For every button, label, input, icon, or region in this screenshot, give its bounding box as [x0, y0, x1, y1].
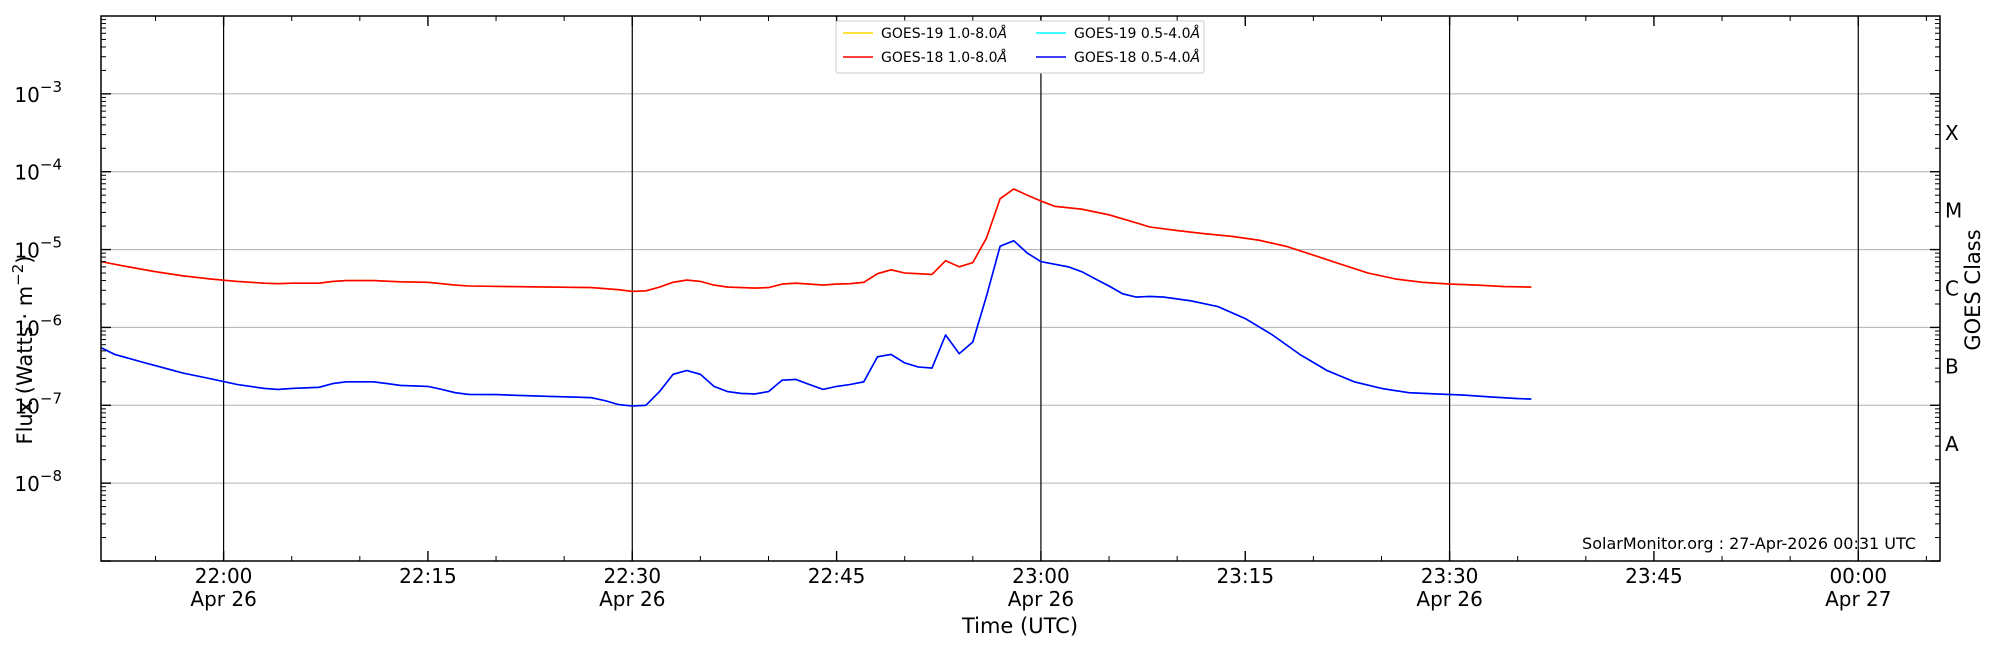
- x-tick-label: 22:30: [603, 564, 661, 588]
- x-tick-label: 22:45: [808, 564, 866, 588]
- x-tick-date-label: Apr 26: [190, 587, 256, 611]
- x-tick-label: 22:15: [399, 564, 457, 588]
- legend-label: GOES-19 1.0-8.0Å: [881, 25, 1007, 42]
- plot-frame: [100, 15, 1941, 562]
- x-tick-date-label: Apr 26: [1416, 587, 1482, 611]
- series-lines: [100, 188, 1532, 407]
- goes-class-label: C: [1945, 277, 1959, 301]
- x-tick-label: 23:00: [1012, 564, 1070, 588]
- legend: GOES-19 1.0-8.0Å GOES-18 1.0-8.0Å GOES-19 …: [835, 20, 1205, 74]
- grid-lines: [101, 93, 1940, 484]
- goes-class-axis-title: GOES Class: [1961, 229, 1985, 350]
- goes-class-label: X: [1945, 121, 1959, 145]
- legend-label: GOES-18 1.0-8.0Å: [881, 49, 1007, 66]
- x-tick-label: 23:30: [1421, 564, 1479, 588]
- x-tick-label: 23:15: [1216, 564, 1274, 588]
- series-line-3: [100, 239, 1532, 407]
- y-tick-label: 10−3: [14, 78, 62, 107]
- x-tick-date-label: Apr 27: [1825, 587, 1891, 611]
- legend-label: GOES-18 0.5-4.0Å: [1074, 49, 1200, 66]
- x-tick-date-label: Apr 26: [1008, 587, 1074, 611]
- watermark-text: SolarMonitor.org : 27-Apr-2026 00:31 UTC: [1582, 534, 1916, 553]
- goes-class-label: B: [1945, 354, 1959, 378]
- series-line-4: [100, 239, 1532, 407]
- x-tick-label: 00:00: [1829, 564, 1887, 588]
- goes-class-label: A: [1945, 432, 1959, 456]
- y-axis-title: Flux (Watts · m−2): [9, 255, 37, 444]
- legend-box: [835, 20, 1205, 74]
- legend-label: GOES-19 0.5-4.0Å: [1074, 25, 1200, 42]
- y-tick-label: 10−6: [14, 311, 62, 340]
- goes-class-labels: A B C M X: [1945, 121, 1962, 456]
- y-tick-label: 10−8: [14, 467, 62, 496]
- series-line-1: [100, 188, 1532, 293]
- y-tick-label: 10−7: [14, 389, 62, 418]
- x-tick-date-label: Apr 26: [599, 587, 665, 611]
- axis-ticks: [101, 16, 1940, 562]
- y-tick-labels: 10−8 10−7 10−6 10−5 10−4 10−3: [14, 78, 62, 496]
- y-tick-label: 10−5: [14, 234, 62, 263]
- y-tick-label: 10−4: [14, 156, 62, 185]
- x-tick-label: 22:00: [195, 564, 253, 588]
- series-line-2: [100, 188, 1532, 293]
- goes-class-label: M: [1945, 199, 1962, 223]
- x-tick-label: 23:45: [1625, 564, 1683, 588]
- day-boundary-lines: [223, 16, 1859, 561]
- x-axis-title: Time (UTC): [961, 614, 1078, 638]
